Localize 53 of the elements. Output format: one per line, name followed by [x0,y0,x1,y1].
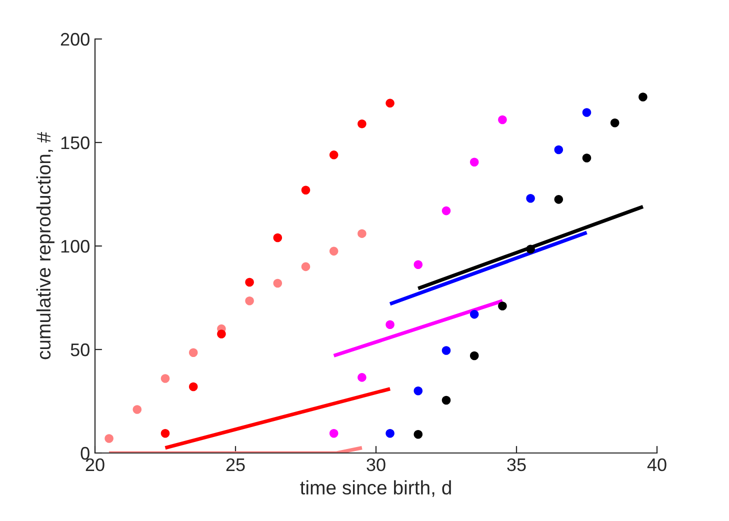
x-tick-label: 25 [226,458,245,472]
y-tick-label: 100 [61,240,90,253]
point [386,320,394,330]
point [217,330,226,338]
point [358,373,366,382]
y-tick-label: 0 [80,446,90,460]
point [470,351,479,360]
point [358,229,366,238]
x-tick-label: 20 [86,458,104,472]
point [245,278,254,287]
point [188,382,198,392]
point [160,374,170,383]
point [498,302,507,310]
x-axis-title: time since birth, d [300,480,451,497]
point [104,434,114,443]
point [414,430,423,439]
point [554,145,564,154]
point [386,428,394,438]
point [470,310,479,319]
point [582,108,592,117]
point [245,296,254,306]
point [442,346,451,355]
point [273,233,282,242]
x-tick-label: 35 [507,458,526,472]
point [160,428,170,438]
point [273,278,282,288]
point [329,150,338,160]
point [132,405,142,414]
point [582,154,592,162]
point [188,348,198,357]
point [498,115,507,124]
point [414,260,423,270]
point [526,194,535,203]
y-tick-label: 200 [60,32,90,46]
point [301,186,310,194]
y-tick-label: 50 [70,343,90,356]
x-tick-label: 40 [647,458,666,472]
point [442,396,451,405]
point [414,386,423,396]
y-axis-title: cumulative reproduction, # [36,132,54,360]
point [470,158,479,167]
point [358,119,366,128]
point [610,118,620,128]
y-tick-label: 150 [61,136,90,150]
point [329,428,338,438]
x-tick-label: 30 [366,458,386,472]
point [638,92,648,102]
point [301,262,310,272]
point [526,244,535,254]
point [442,206,451,216]
point [554,195,564,204]
point [386,98,394,108]
point [329,246,338,256]
